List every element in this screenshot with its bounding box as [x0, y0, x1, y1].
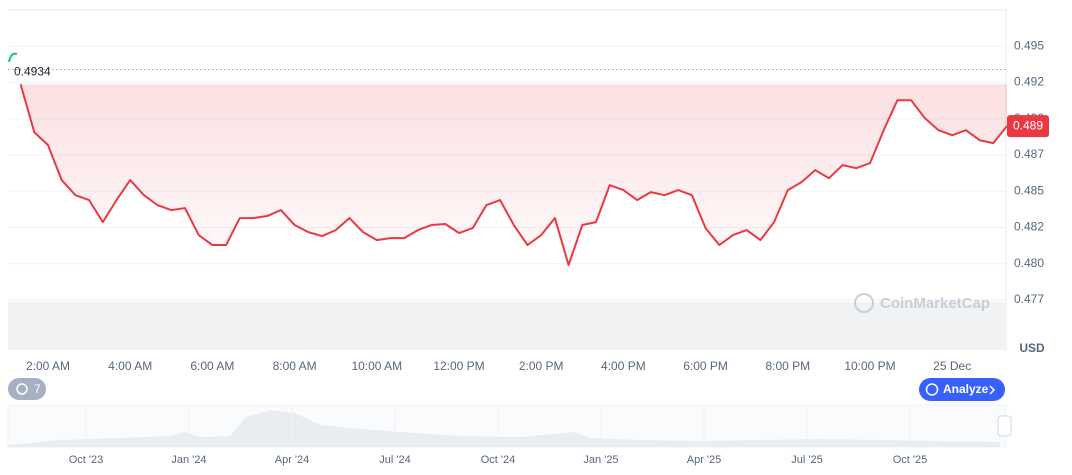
navigator-label: Jan '25 [583, 454, 618, 466]
y-tick-label: 0.487 [1014, 147, 1044, 161]
plot: 0.4934 0.489 [8, 65, 1049, 267]
navigator-label: Oct '25 [893, 454, 928, 466]
price-line [19, 83, 1008, 267]
navigator-area [8, 410, 1000, 447]
x-tick-label: 2:00 PM [519, 359, 564, 373]
volume-band [8, 302, 1006, 350]
x-tick-label: 10:00 AM [351, 359, 402, 373]
y-tick-label: 0.485 [1014, 183, 1044, 197]
navigator-label: Apr '25 [687, 454, 722, 466]
y-tick-label: 0.482 [1014, 220, 1044, 234]
navigator-label: Oct '24 [481, 454, 516, 466]
navigator-label: Jul '25 [791, 454, 822, 466]
watermark-logo [854, 293, 874, 313]
x-tick-label: 6:00 PM [683, 359, 728, 373]
x-tick-label: 10:00 PM [844, 359, 895, 373]
y-tick-label: 0.477 [1014, 292, 1044, 306]
analyze-pill[interactable] [919, 378, 1005, 401]
currency-label: USD [1019, 341, 1045, 355]
navigator-handle[interactable] [997, 415, 1012, 437]
history-icon [16, 383, 28, 395]
analyze-button[interactable]: Analyze [919, 378, 1005, 401]
y-tick-label: 0.495 [1014, 38, 1044, 52]
navigator-labels: Oct '23 Jan '24 Apr '24 Jul '24 Oct '24 Jan '… [69, 405, 928, 466]
y-tick-label: 0.480 [1014, 256, 1044, 270]
analyze-chevron [989, 385, 996, 395]
price-area [20, 84, 1008, 266]
x-tick-label: 4:00 AM [108, 359, 152, 373]
current-price-tag [1007, 115, 1049, 138]
current-price-label: 0.489 [1013, 118, 1043, 132]
watermark: CoinMarketCap [880, 295, 990, 312]
navigator-label: Apr '24 [275, 454, 310, 466]
analyze-icon [925, 383, 939, 396]
y-tick-label: 0.492 [1014, 75, 1044, 89]
x-tick-label: 6:00 AM [190, 359, 234, 373]
x-tick-label: 25 Dec [933, 359, 971, 373]
navigator-label: Jul '24 [379, 454, 410, 466]
x-tick-label: 2:00 AM [26, 359, 70, 373]
reference-label: 0.4934 [14, 65, 51, 79]
navigator-label: Oct '23 [69, 454, 104, 466]
x-tick-label: 8:00 AM [273, 359, 317, 373]
open-indicator [8, 52, 18, 63]
analyze-label[interactable]: Analyze [943, 382, 989, 396]
navigator-label: Jan '24 [171, 454, 206, 466]
history-count[interactable]: 7 [34, 382, 41, 396]
history-button[interactable]: 7 [8, 378, 46, 400]
x-tick-label: 4:00 PM [601, 359, 646, 373]
x-tick-label: 8:00 PM [765, 359, 810, 373]
x-tick-label: 12:00 PM [433, 359, 484, 373]
